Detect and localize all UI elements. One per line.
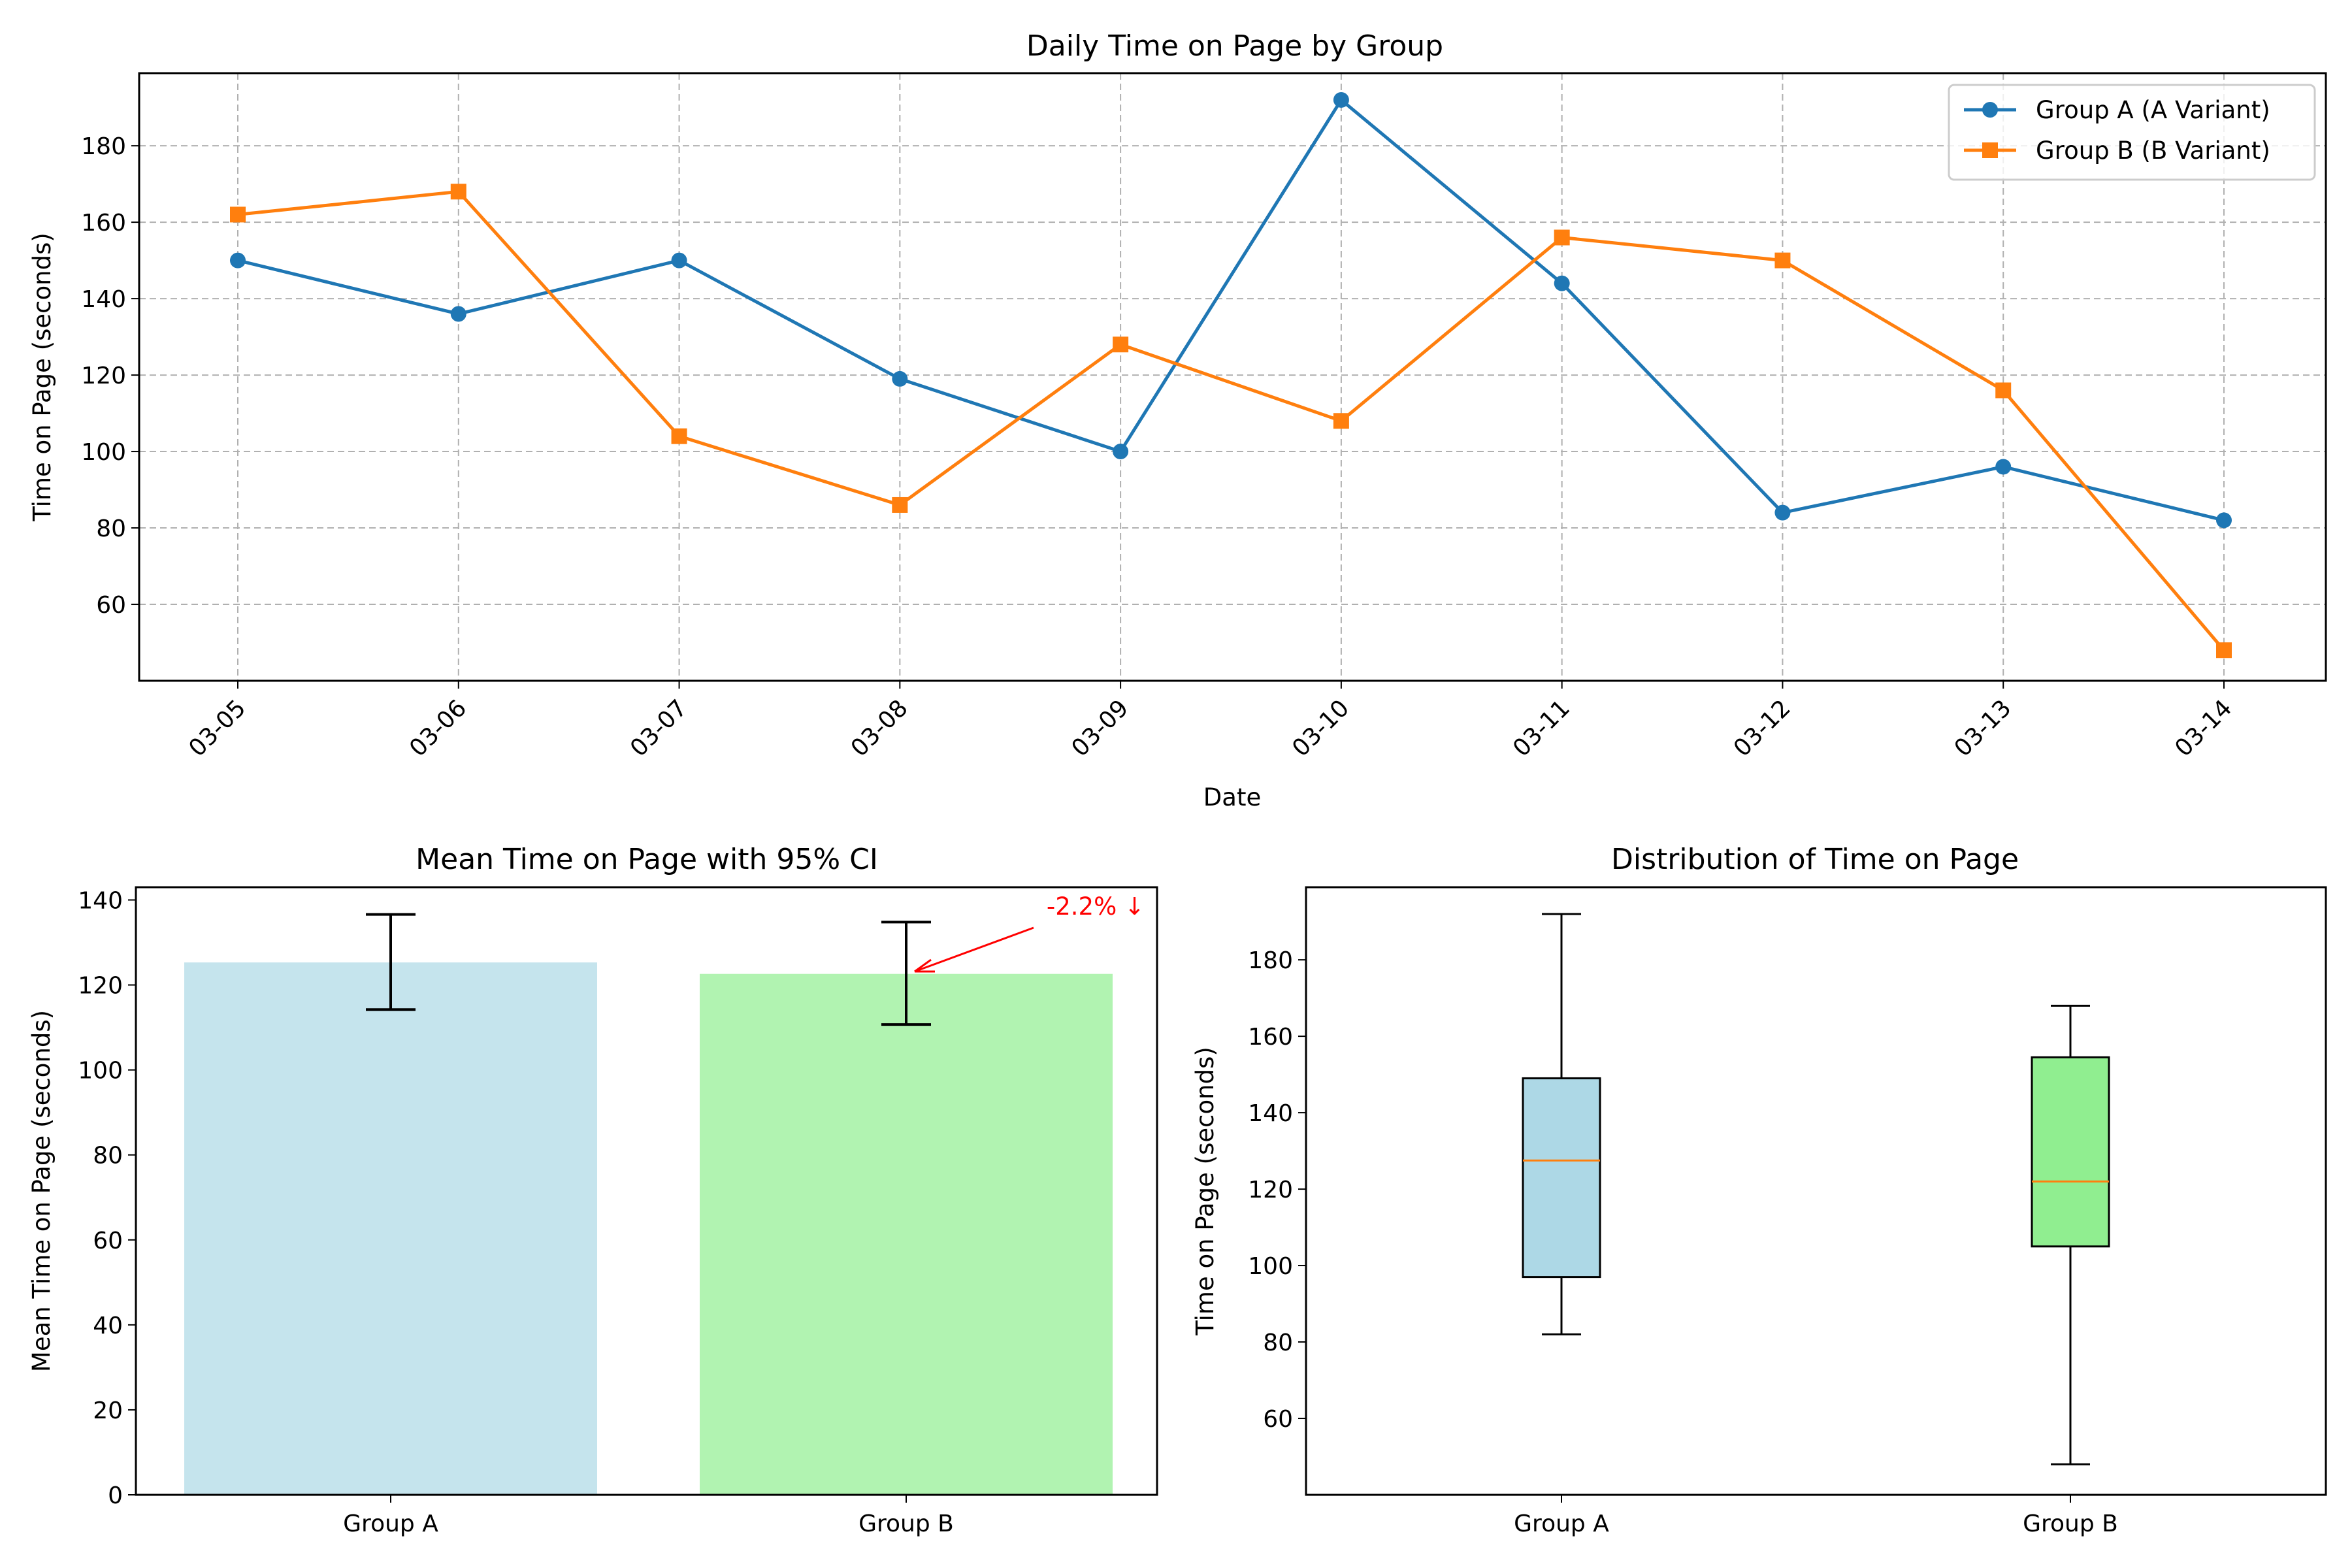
legend-marker-square: [1982, 142, 1998, 158]
data-point-circle: [1995, 459, 2012, 475]
bar-chart-bars: [184, 913, 1113, 1495]
line-chart-panel: Daily Time on Page by Group 03-05 03-06 03…: [28, 29, 2327, 811]
legend-entry-group-a: Group A (A Variant): [1964, 96, 2270, 124]
bar-chart-ticks: Group A Group B 0 20 40 60 80 100 120 140: [78, 888, 954, 1537]
bar-group-a: [184, 962, 597, 1495]
y-tick-label: 140: [78, 888, 123, 915]
y-tick-label: 160: [81, 210, 126, 237]
data-point-circle: [230, 252, 246, 269]
legend-label: Group A (A Variant): [2036, 96, 2270, 124]
x-tick-label: Group A: [343, 1511, 438, 1537]
legend-marker-circle: [1982, 102, 1998, 118]
data-point-circle: [892, 370, 908, 387]
data-point-square: [450, 184, 466, 200]
box-plot-boxes: [1522, 913, 2110, 1465]
data-point-square: [2216, 642, 2232, 659]
line-chart-title: Daily Time on Page by Group: [1026, 29, 1443, 63]
annotation-text: -2.2% ↓: [1047, 892, 1145, 921]
data-point-square: [230, 206, 246, 223]
data-point-circle: [2216, 512, 2232, 529]
x-tick-label: Group A: [1514, 1511, 1609, 1537]
bar-chart-ylabel: Mean Time on Page (seconds): [27, 1010, 56, 1372]
data-point-circle: [671, 252, 687, 269]
data-point-square: [1113, 336, 1129, 353]
box-plot-frame: [1305, 886, 2327, 1496]
bar-chart-title: Mean Time on Page with 95% CI: [416, 843, 878, 876]
data-point-square: [1995, 382, 2012, 399]
y-tick-label: 60: [93, 1228, 123, 1254]
legend-label: Group B (B Variant): [2036, 137, 2270, 165]
y-tick-label: 80: [1263, 1330, 1293, 1356]
line-chart-legend: Group A (A Variant) Group B (B Variant): [1948, 84, 2316, 181]
x-tick-label: Group B: [858, 1511, 954, 1537]
y-tick-label: 100: [1248, 1253, 1293, 1280]
data-point-square: [1333, 413, 1349, 429]
legend-entry-group-b: Group B (B Variant): [1964, 137, 2270, 165]
box-plot-ylabel: Time on Page (seconds): [1191, 1047, 1219, 1336]
series-line-group-a: [237, 98, 2225, 522]
y-tick-label: 80: [93, 1143, 123, 1169]
y-tick-label: 180: [1248, 947, 1293, 974]
line-chart-ylabel: Time on Page (seconds): [28, 233, 56, 522]
x-tick-label: Group B: [2023, 1511, 2118, 1537]
annotation-arrow-line: [914, 926, 1034, 973]
bar-chart-panel: Mean Time on Page with 95% CI Group A Gro…: [27, 843, 1158, 1537]
box-group-b: [2031, 1056, 2110, 1248]
data-point-circle: [1113, 444, 1129, 460]
data-point-circle: [1333, 91, 1349, 108]
box-plot-panel: Distribution of Time on Page Group A Grou…: [1191, 843, 2327, 1537]
y-tick-label: 120: [78, 973, 123, 1000]
data-point-circle: [450, 306, 466, 322]
annotation-arrow-head: [914, 958, 935, 973]
y-tick-label: 80: [96, 515, 126, 542]
data-point-square: [1554, 229, 1570, 246]
y-tick-label: 140: [81, 286, 126, 313]
y-tick-label: 120: [1248, 1177, 1293, 1203]
data-point-square: [892, 497, 908, 513]
bar-group-b: [700, 973, 1113, 1495]
y-tick-label: 100: [78, 1058, 123, 1085]
y-tick-label: 40: [93, 1313, 123, 1339]
series-line-group-b: [237, 189, 2225, 651]
y-tick-label: 160: [1248, 1024, 1293, 1051]
line-chart-grid: [139, 73, 2326, 681]
bar-chart-frame: [135, 886, 1158, 1496]
data-point-square: [671, 428, 687, 444]
data-point-circle: [1554, 275, 1570, 291]
y-tick-label: 60: [1263, 1406, 1293, 1433]
box-plot-title: Distribution of Time on Page: [1611, 843, 2019, 876]
y-tick-label: 20: [93, 1397, 123, 1424]
data-point-square: [1774, 252, 1791, 269]
legend-frame: [1948, 84, 2316, 181]
data-point-circle: [1774, 504, 1791, 521]
bar-chart-annotation: -2.2% ↓: [914, 892, 1145, 973]
line-chart-frame: [138, 72, 2327, 682]
y-tick-label: 100: [81, 439, 126, 466]
box-group-a: [1522, 1077, 1601, 1279]
box-plot-ticks: Group A Group B 60 80 100 120 140 160 180: [1248, 947, 2118, 1537]
y-tick-label: 60: [96, 592, 126, 619]
y-tick-label: 180: [81, 133, 126, 160]
y-tick-label: 140: [1248, 1100, 1293, 1127]
line-chart-xlabel: Date: [1203, 783, 1261, 811]
y-tick-label: 120: [81, 363, 126, 389]
y-tick-label: 0: [108, 1482, 123, 1509]
line-chart-series: [230, 91, 2232, 659]
